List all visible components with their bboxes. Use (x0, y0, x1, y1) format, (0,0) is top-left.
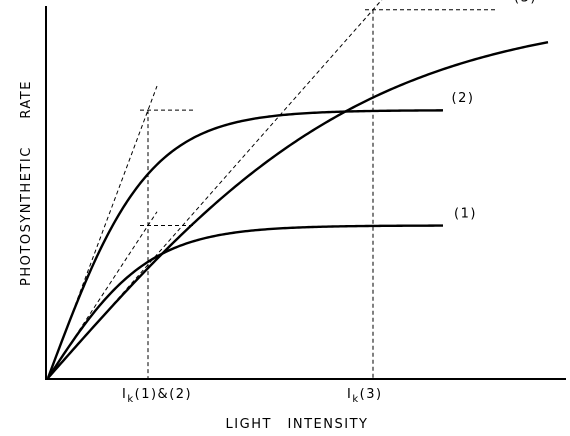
series-2-label: (2) (452, 91, 475, 106)
axes (45, 6, 566, 380)
series-3-initial-slope (47, 0, 383, 379)
ik-guide-lines (47, 0, 497, 379)
series-1-line (46, 224, 444, 379)
x-axis-label: LIGHT INTENSITY (226, 417, 369, 432)
series-1-label: (1) (454, 206, 477, 221)
x-tick-label-2: Ik(3) (347, 387, 383, 405)
series-1-initial-slope (47, 211, 158, 379)
curves (46, 41, 549, 379)
curve-labels: (1) (2) (3) (452, 0, 537, 221)
series-3-label: (3) (514, 0, 537, 6)
y-axis-label: PHOTOSYNTHETIC RATE (19, 80, 34, 286)
series-3-line (47, 41, 549, 379)
x-tick-label-1: Ik(1)&(2) (122, 387, 192, 405)
x-tick-labels: Ik(1)&(2) Ik(3) (122, 387, 383, 405)
series-2-line (46, 109, 444, 379)
